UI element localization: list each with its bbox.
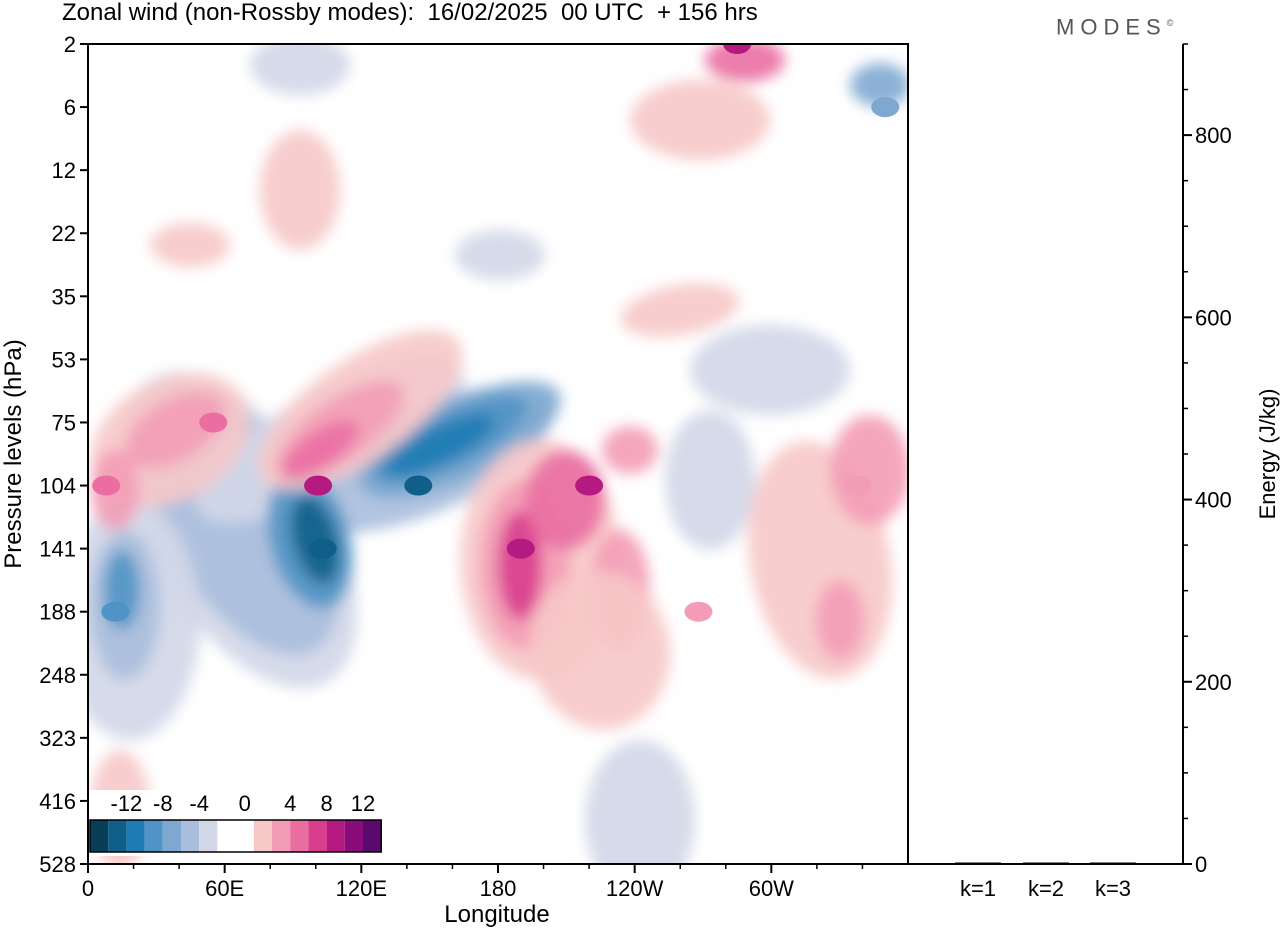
wind-maximum [723,44,752,54]
colorbar-label: 8 [320,791,332,816]
energy-bar [1090,862,1136,864]
wind-field [88,44,908,864]
x-tick-label: 180 [480,876,517,901]
x-axis-label: Longitude [444,901,549,928]
energy-tick-label: 400 [1195,488,1232,513]
x-axis-ticks: 0 60E 120E 180 120W 60W [82,864,864,901]
chart-title: Zonal wind (non-Rossby modes): 16/02/202… [62,0,758,26]
colorbar-swatches [88,790,384,856]
colorbar-border [89,819,382,853]
y-tick-label: 416 [39,789,76,814]
colorbar-swatch [326,820,345,852]
x-tick-label: 0 [82,876,94,901]
y-tick-label: 248 [39,663,76,688]
y-tick-label: 188 [39,600,76,625]
colorbar-swatch [108,820,127,852]
wind-maximum [843,475,872,496]
colorbar-swatch [181,820,200,852]
wind-minimum [871,97,900,118]
colorbar-swatch [363,820,382,852]
wind-minimum [404,475,433,496]
energy-axis-label: Energy (J/kg) [1255,389,1280,520]
energy-tick-label: 800 [1195,123,1232,148]
wind-maximum [684,601,713,622]
y-tick-label: 323 [39,726,76,751]
colorbar-swatch [344,820,363,852]
energy-category-label: k=3 [1095,876,1131,901]
energy-bar [1023,862,1069,864]
modes-logo: MODES© [1056,9,1173,41]
colorbar-swatch [199,820,218,852]
logo-mark: © [1166,18,1174,28]
y-tick-label: 6 [64,95,76,120]
y-tick-label: 2 [64,32,76,57]
y-tick-label: 12 [52,158,76,183]
colorbar-label: 4 [284,791,296,816]
x-tick-label: 120W [606,876,664,901]
energy-category-labels: k=1 k=2 k=3 [960,876,1131,901]
colorbar-swatch [126,820,145,852]
colorbar: -12 -8 -4 0 4 8 12 [88,790,384,856]
energy-tick-label: 200 [1195,670,1232,695]
y-axis-ticks: 2 6 12 22 35 53 75 104 141 188 248 323 416 528 [39,32,88,877]
colorbar-swatch [308,820,327,852]
colorbar-swatch [144,820,163,852]
energy-tick-label: 0 [1195,852,1207,877]
colorbar-swatch [217,820,236,852]
colorbar-swatch [162,820,181,852]
logo-text: MODES [1056,14,1167,40]
wind-minimum [308,538,337,559]
colorbar-swatch [253,820,272,852]
y-axis-label: Pressure levels (hPa) [0,339,27,568]
energy-axis-ticks: 0 200 400 600 800 [1183,43,1232,877]
colorbar-labels: -12 -8 -4 0 4 8 12 [111,791,376,816]
y-tick-label: 35 [52,284,76,309]
x-tick-label: 60E [205,876,244,901]
wind-maximum [92,475,121,496]
energy-tick-label: 600 [1195,305,1232,330]
energy-bars [955,862,1136,864]
y-tick-label: 53 [52,347,76,372]
y-tick-label: 75 [52,410,76,435]
colorbar-label: -4 [189,791,209,816]
colorbar-swatch [90,820,109,852]
colorbar-label: 0 [239,791,251,816]
x-tick-label: 60W [749,876,794,901]
y-tick-label: 141 [39,537,76,562]
wind-maximum [575,475,604,496]
colorbar-swatch [272,820,291,852]
wind-minimum [101,601,130,622]
colorbar-label: -12 [111,791,143,816]
wind-field-shading [88,44,908,864]
y-tick-label: 528 [39,852,76,877]
colorbar-label: -8 [153,791,173,816]
colorbar-swatch [235,820,254,852]
colorbar-swatch [290,820,309,852]
wind-maximum [506,538,535,559]
energy-bar [955,862,1001,864]
energy-category-label: k=1 [960,876,996,901]
x-tick-label: 120E [336,876,387,901]
energy-category-label: k=2 [1028,876,1064,901]
wind-maximum [304,475,333,496]
wind-maximum [199,412,228,433]
y-tick-label: 22 [52,221,76,246]
y-tick-label: 104 [39,474,76,499]
colorbar-label: 12 [351,791,375,816]
